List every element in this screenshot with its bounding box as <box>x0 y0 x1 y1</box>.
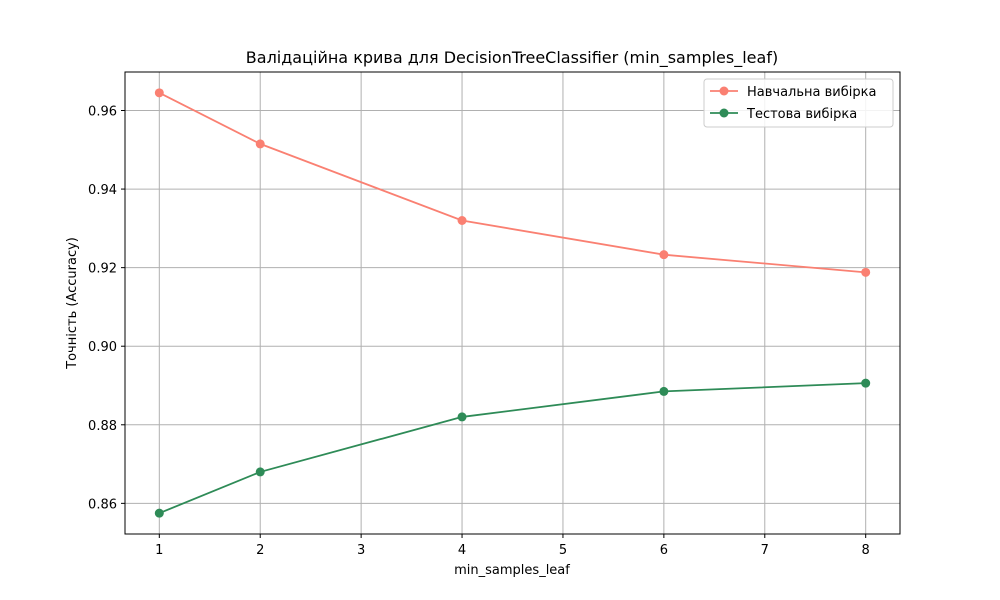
y-tick-label: 0.94 <box>88 183 117 198</box>
x-axis-label: min_samples_leaf <box>454 563 570 578</box>
x-tick-label: 6 <box>660 543 668 558</box>
plot-frame <box>124 71 901 535</box>
x-tick-label: 5 <box>559 543 567 558</box>
x-tick-label: 7 <box>761 543 769 558</box>
series-2-point <box>659 386 669 396</box>
y-tick-label: 0.92 <box>88 262 117 277</box>
legend-marker-1 <box>719 86 729 96</box>
series-2-point <box>861 378 871 388</box>
series-1-point <box>659 250 669 260</box>
legend-marker-2 <box>719 108 729 118</box>
legend-label-1: Навчальна вибірка <box>747 85 876 100</box>
x-tick-label: 2 <box>256 543 264 558</box>
y-axis-label: Точність (Accuracy) <box>65 237 80 370</box>
legend-label-2: Тестова вибірка <box>746 107 857 122</box>
legend: Навчальна вибірка Тестова вибірка <box>703 78 894 128</box>
x-tick-label: 3 <box>357 543 365 558</box>
y-tick-label: 0.96 <box>88 105 117 120</box>
chart-title: Валідаційна крива для DecisionTreeClassi… <box>246 48 778 68</box>
series-2-point <box>255 467 265 477</box>
y-tick-label: 0.90 <box>88 340 117 355</box>
series-2-point <box>154 508 164 518</box>
axis-ticks: 1 2 3 4 5 6 7 8 0.86 0.88 0.90 0.92 0.94 0.96 <box>88 105 870 559</box>
x-tick-label: 4 <box>458 543 466 558</box>
series-1-point <box>861 267 871 277</box>
series-2-point <box>457 412 467 422</box>
series-1-point <box>457 216 467 225</box>
series-1-point <box>255 139 265 149</box>
y-tick-label: 0.88 <box>88 419 117 434</box>
legend-box <box>703 78 894 128</box>
x-tick-label: 8 <box>862 543 870 558</box>
series-layer <box>154 88 871 518</box>
x-tick-label: 1 <box>155 543 163 558</box>
grid-lines <box>125 72 900 534</box>
y-tick-label: 0.86 <box>88 497 117 512</box>
series-1-point <box>154 88 164 98</box>
